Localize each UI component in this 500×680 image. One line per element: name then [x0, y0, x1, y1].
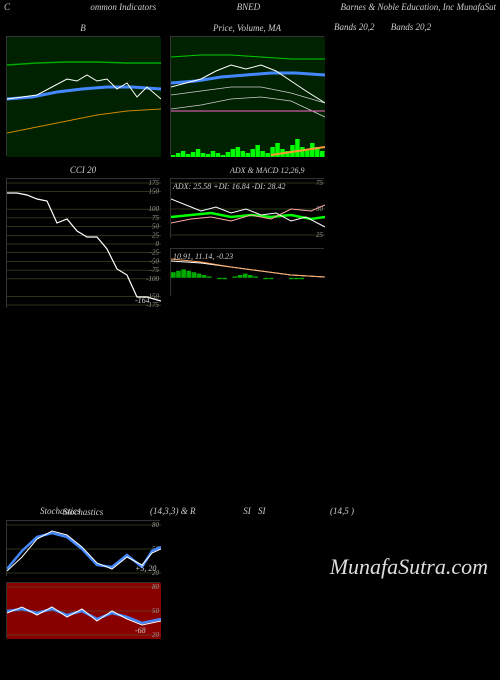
b_panel: B — [6, 36, 160, 156]
svg-text:+5, 20: +5, 20 — [135, 564, 156, 573]
svg-text:175: 175 — [149, 179, 160, 187]
svg-text:75: 75 — [316, 179, 324, 187]
macd_panel: 10.91, 11.14, -0.23 — [170, 248, 324, 296]
hdr-cl: ommon Indicators — [90, 2, 156, 12]
r_panel: 80 50 20 -68 — [6, 582, 160, 638]
svg-text:ADX: 25.58 +DI: 16.84 -DI:: ADX: 25.58 +DI: 16.84 -DI: 28.42 — [172, 182, 286, 191]
svg-text:-75: -75 — [150, 266, 160, 274]
svg-text:-50: -50 — [150, 257, 160, 265]
cci_panel-title: CCI 20 — [7, 165, 159, 175]
cci_panel: CCI 201751501007550250-25-50-75-100-150-… — [6, 178, 160, 308]
hdr-left: C — [4, 2, 10, 12]
svg-text:150: 150 — [149, 188, 160, 196]
svg-text:0: 0 — [156, 240, 160, 248]
si-title: SI — [258, 506, 266, 516]
svg-text:100: 100 — [149, 205, 160, 213]
bands-title: Bands 20,2 — [334, 22, 375, 32]
svg-text:25: 25 — [316, 231, 324, 239]
b_panel-title: B — [7, 23, 159, 33]
header-row: C ommon Indicators BNED Barnes & Noble E… — [0, 0, 500, 14]
price_panel-title: Price, Volume, MA — [171, 23, 323, 33]
svg-text:25: 25 — [152, 231, 160, 239]
svg-text:-100: -100 — [146, 275, 159, 283]
stoch-r-title: (14,3,3) & R — [150, 506, 196, 516]
si-param: (14,5 ) — [330, 506, 354, 516]
hdr-r: Barnes & Noble Education, Inc MunafaSut — [340, 2, 495, 12]
svg-text:75: 75 — [152, 214, 160, 222]
price_panel: Price, Volume, MA — [170, 36, 324, 156]
watermark: MunafaSutra.com — [330, 554, 488, 580]
stoch_panel: Stochastics805020+5, 20 — [6, 520, 160, 576]
svg-text:50: 50 — [152, 223, 160, 231]
svg-text:80: 80 — [152, 583, 160, 591]
svg-text:-25: -25 — [150, 249, 160, 257]
svg-text:80: 80 — [152, 521, 160, 529]
svg-text:-164: -164 — [135, 296, 150, 305]
hdr-c: BNED — [237, 2, 261, 12]
svg-text:20: 20 — [152, 631, 160, 639]
adx-macd-label: ADX & MACD 12,26,9 — [230, 166, 304, 175]
svg-text:10.91, 11.14, -0.23: 10.91, 11.14, -0.23 — [173, 252, 233, 261]
stoch-title: Stochastics — [40, 506, 81, 516]
stoch_panel-title: Stochastics — [7, 507, 159, 517]
adx_panel: 755025ADX: 25.58 +DI: 16.84 -DI: 28.42 — [170, 178, 324, 238]
svg-text:-68: -68 — [135, 626, 146, 635]
svg-text:50: 50 — [152, 607, 160, 615]
